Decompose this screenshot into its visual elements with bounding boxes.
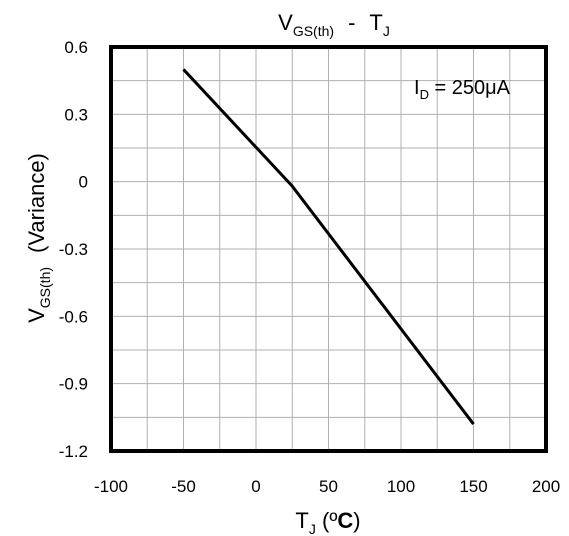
xlabel-c: C: [337, 508, 353, 533]
xlabel-main: T: [295, 508, 308, 533]
x-tick-label: -50: [171, 477, 196, 496]
ylabel-rest: (Variance): [24, 153, 49, 253]
y-tick-label: -0.3: [59, 240, 88, 259]
y-tick-labels: 0.6 0.3 0 -0.3 -0.6 -0.9 -1.2: [59, 38, 88, 461]
y-tick-label: 0.6: [64, 38, 88, 57]
data-lines: [182, 68, 475, 425]
x-tick-label: 50: [319, 477, 338, 496]
x-tick-label: 150: [459, 477, 487, 496]
title-main-sub: GS(th): [293, 23, 334, 39]
svg-text:VGS(th)(Variance): VGS(th) (Variance): [24, 153, 53, 323]
series-line-1: [182, 68, 475, 425]
ylabel-sub: GS(th): [37, 267, 53, 308]
x-axis-label: TJ (ºC): [295, 508, 360, 536]
xlabel-close: ): [353, 508, 360, 533]
y-tick-label: -0.9: [59, 375, 88, 394]
xlabel-open: (: [316, 508, 330, 533]
grid: [111, 47, 546, 451]
title-main: V: [278, 10, 293, 35]
xlabel-deg: º: [329, 508, 337, 533]
annotation-value: = 250μA: [429, 77, 511, 99]
ylabel-main: V: [24, 308, 49, 323]
x-tick-label: 100: [387, 477, 415, 496]
title-second: T: [369, 10, 382, 35]
annotation: ID = 250μA: [414, 77, 511, 102]
plot-frame: [109, 45, 548, 453]
y-axis-label: VGS(th) (Variance): [24, 153, 53, 323]
xlabel-sub: J: [309, 521, 316, 536]
y-tick-label: 0: [79, 173, 88, 192]
x-tick-label: -100: [94, 477, 128, 496]
title-separator: -: [348, 10, 355, 35]
title-second-sub: J: [383, 23, 390, 39]
y-tick-label: -1.2: [59, 442, 88, 461]
x-tick-label: 0: [251, 477, 260, 496]
chart-title: VGS(th) - TJ: [278, 10, 390, 39]
y-tick-label: -0.6: [59, 307, 88, 326]
x-tick-label: 200: [532, 477, 560, 496]
annotation-sub: D: [420, 87, 429, 102]
annotation-main: I: [414, 77, 420, 99]
x-tick-labels: -100 -50 0 50 100 150 200: [94, 477, 560, 496]
y-tick-label: 0.3: [64, 105, 88, 124]
